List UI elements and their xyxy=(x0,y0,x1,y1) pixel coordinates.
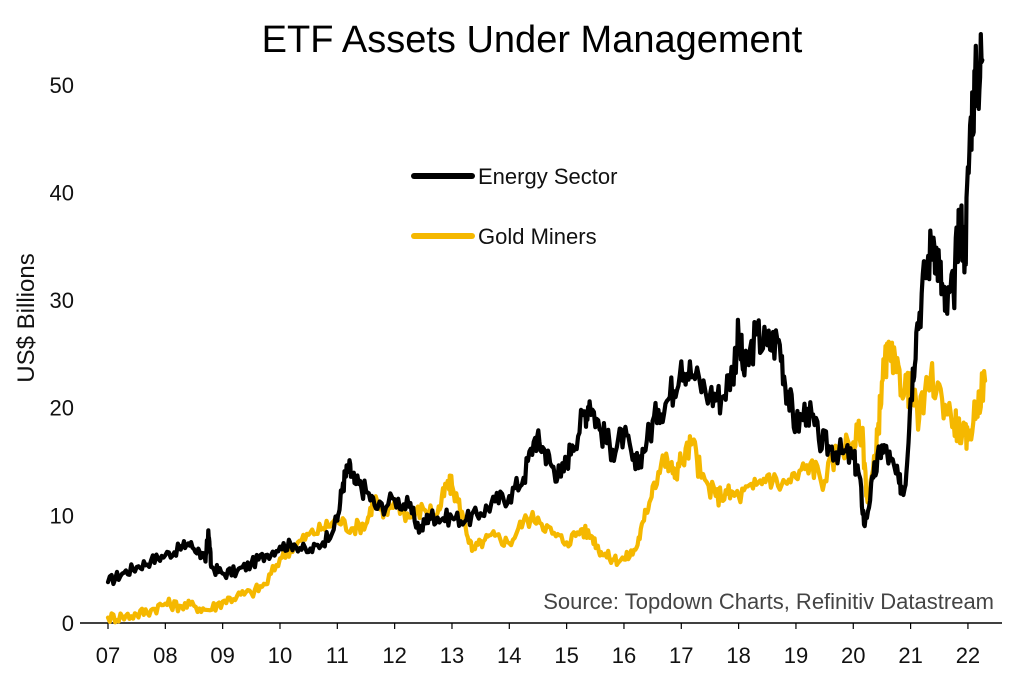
x-tick-label: 22 xyxy=(956,643,980,668)
series-layer xyxy=(105,32,988,625)
x-tick-label: 07 xyxy=(96,643,120,668)
series-line-energy-sector xyxy=(105,32,985,587)
x-tick-label: 16 xyxy=(612,643,636,668)
x-tick-label: 10 xyxy=(268,643,292,668)
y-axis-label: US$ Billions xyxy=(13,253,40,382)
x-tick-label: 21 xyxy=(898,643,922,668)
chart-title: ETF Assets Under Management xyxy=(262,19,803,61)
y-tick-label: 40 xyxy=(50,180,74,205)
x-tick-label: 13 xyxy=(440,643,464,668)
legend-label: Energy Sector xyxy=(478,164,617,189)
x-axis-ticks: 07 08 09 10 11 12 13 14 15 16 17 18 19 20 21 22 xyxy=(96,623,980,668)
x-tick-label: 18 xyxy=(726,643,750,668)
y-tick-label: 0 xyxy=(62,611,74,636)
y-tick-label: 50 xyxy=(50,73,74,98)
source-note: Source: Topdown Charts, Refinitiv Datast… xyxy=(543,589,994,614)
x-tick-label: 15 xyxy=(554,643,578,668)
x-tick-label: 19 xyxy=(784,643,808,668)
y-tick-label: 20 xyxy=(50,396,74,421)
y-tick-label: 10 xyxy=(50,503,74,528)
y-axis-ticks: 0 10 20 30 40 50 xyxy=(50,73,74,636)
y-tick-label: 30 xyxy=(50,288,74,313)
legend: Energy Sector Gold Miners xyxy=(411,164,617,249)
x-tick-label: 08 xyxy=(153,643,177,668)
x-tick-label: 12 xyxy=(382,643,406,668)
x-tick-label: 11 xyxy=(326,643,349,668)
x-tick-label: 09 xyxy=(210,643,234,668)
legend-label: Gold Miners xyxy=(478,224,597,249)
x-tick-label: 14 xyxy=(497,643,521,668)
x-tick-label: 17 xyxy=(669,643,693,668)
x-tick-label: 20 xyxy=(841,643,865,668)
series-line-gold-miners xyxy=(105,339,988,625)
